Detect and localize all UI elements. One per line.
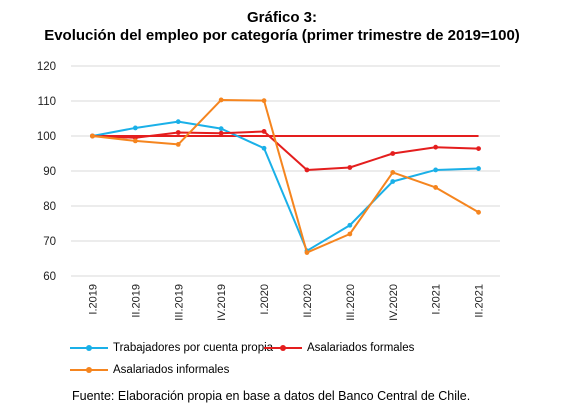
series-1-point-4	[261, 129, 267, 134]
series-2-point-2	[175, 142, 181, 147]
series-0-point-6	[347, 222, 353, 228]
series-2-point-1	[132, 138, 138, 144]
series-0-point-8	[433, 167, 439, 173]
legend-label-series-2: Asalariados informales	[113, 364, 230, 376]
series-1-point-5	[304, 167, 310, 173]
series-0-point-1	[132, 125, 138, 131]
series-1-point-8	[433, 144, 439, 150]
series-line-2	[92, 98, 480, 254]
x-tick-label-9: II.2021	[474, 284, 486, 318]
legend-item-series-1: Asalariados formales	[264, 342, 414, 354]
legend-item-series-0: Trabajadores por cuenta propia	[70, 342, 273, 354]
legend-swatch-series-0	[70, 342, 108, 354]
series-1-point-6	[347, 165, 353, 170]
series-0-point-2	[175, 119, 181, 125]
y-tick-label-3: 90	[43, 166, 56, 178]
series-line-1	[92, 130, 479, 171]
x-tick-label-4: I.2020	[259, 284, 271, 315]
series-0-point-4	[261, 145, 267, 151]
series-1-point-2	[175, 130, 181, 135]
series-1-point-3	[218, 130, 224, 136]
y-tick-label-1: 70	[43, 236, 56, 248]
legend-swatch-series-1	[264, 342, 302, 354]
series-1-point-9	[476, 146, 481, 152]
series-2-point-6	[347, 231, 353, 237]
y-tick-label-2: 80	[43, 201, 56, 213]
series-2-point-9	[476, 209, 481, 215]
x-tick-label-5: II.2020	[302, 284, 314, 318]
chart-title: Gráfico 3:	[246, 9, 318, 26]
series-2-point-3	[218, 97, 224, 103]
series-0-point-9	[476, 166, 481, 171]
y-tick-label-4: 100	[37, 131, 56, 143]
legend-label-series-0: Trabajadores por cuenta propia	[113, 342, 274, 354]
legend-label-series-1: Asalariados formales	[307, 342, 415, 354]
x-tick-label-8: I.2021	[431, 284, 443, 315]
series-0-point-7	[390, 179, 396, 184]
series-2-point-0	[90, 133, 95, 139]
series-2-point-4	[261, 98, 267, 104]
series-line-0	[92, 120, 479, 252]
series-1-point-7	[390, 151, 396, 156]
y-tick-label-6: 120	[37, 61, 56, 73]
series-2-point-5	[304, 250, 310, 255]
x-tick-label-2: III.2019	[173, 284, 185, 321]
y-tick-label-0: 60	[43, 271, 56, 283]
legend-swatch-series-2	[70, 364, 108, 376]
series-2-point-8	[433, 185, 439, 190]
x-tick-label-1: II.2019	[130, 284, 142, 318]
x-tick-label-3: IV.2019	[216, 284, 228, 321]
chart-subtitle: Evolución del empleo por categoría (prim…	[44, 27, 520, 44]
legend-item-series-2: Asalariados informales	[70, 364, 229, 376]
x-tick-label-0: I.2019	[87, 284, 99, 315]
series-0-point-3	[218, 126, 224, 132]
source-note: Fuente: Elaboración propia en base a dat…	[72, 389, 471, 403]
series-2-point-7	[390, 170, 396, 175]
x-tick-label-6: III.2020	[345, 284, 357, 321]
y-tick-label-5: 110	[38, 96, 56, 108]
x-tick-label-7: IV.2020	[388, 284, 400, 321]
